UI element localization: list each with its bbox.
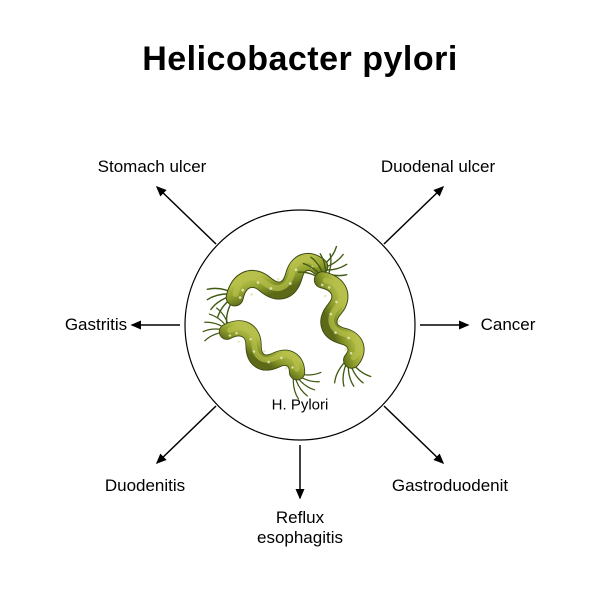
arrow: [384, 406, 443, 463]
diagram-label: Duodenitis: [105, 476, 185, 496]
diagram-label: Stomach ulcer: [98, 157, 207, 177]
arrow: [157, 187, 216, 244]
bacterium-caption: H. Pylori: [272, 397, 329, 414]
diagram-label: Gastroduodenit: [392, 476, 508, 496]
diagram-label: Refluxesophagitis: [257, 508, 343, 548]
diagram-label: Duodenal ulcer: [381, 157, 495, 177]
arrow: [384, 187, 443, 244]
diagram-label: Cancer: [481, 315, 536, 335]
diagram-label: Gastritis: [65, 315, 127, 335]
arrow: [157, 406, 216, 463]
